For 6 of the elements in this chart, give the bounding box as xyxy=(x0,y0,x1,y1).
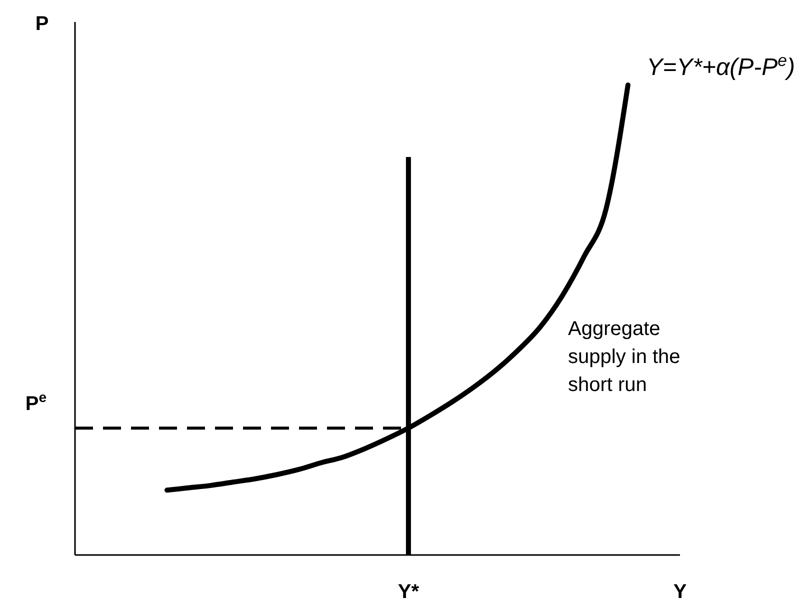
text: Y* xyxy=(398,581,420,603)
text: P xyxy=(35,13,49,35)
x-axis-title: Y xyxy=(673,581,688,603)
text: Y=Y*+α(P-P$^{e}$) xyxy=(646,50,795,81)
ref-line-label: P$^{e}$ xyxy=(25,389,47,416)
annotation: Aggregate supply in the short run xyxy=(568,318,680,396)
